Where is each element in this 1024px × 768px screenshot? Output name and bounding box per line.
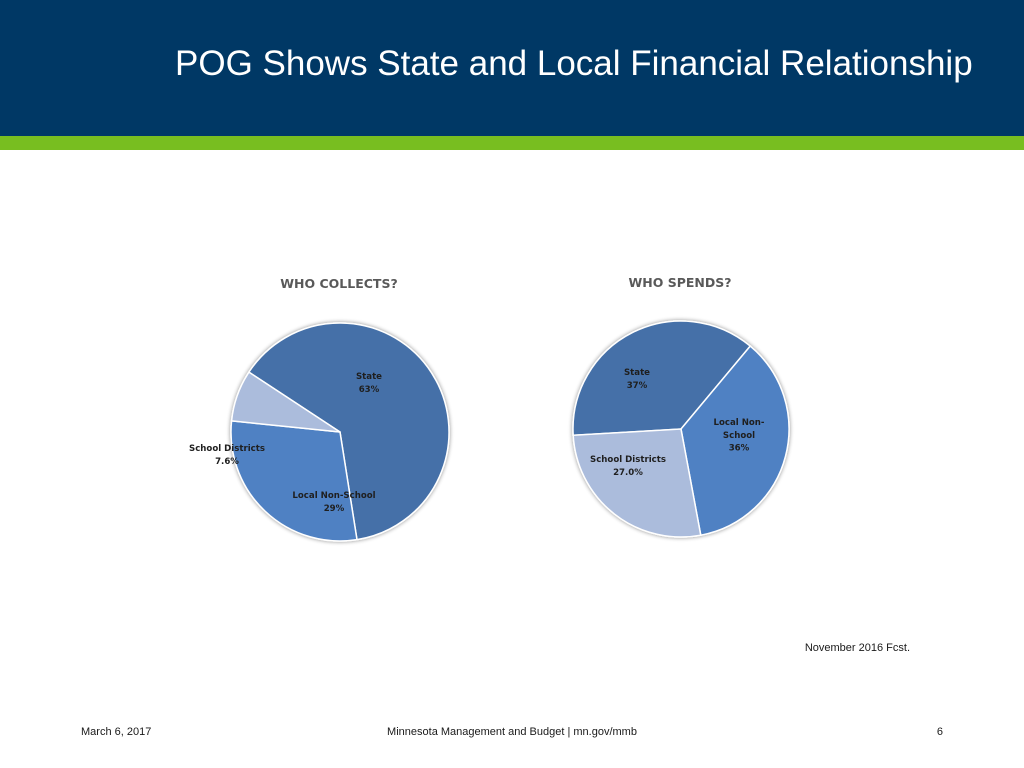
chart-title-who-collects: WHO COLLECTS?	[280, 276, 397, 291]
slide-header: POG Shows State and Local Financial Rela…	[0, 0, 1024, 136]
pie-slice-school-districts	[572, 428, 702, 538]
slice-label-school-districts: School Districts 27.0%	[590, 455, 666, 478]
footer-date: March 6, 2017	[81, 726, 152, 738]
pie-slice-state	[247, 322, 450, 541]
pie-slice-local-non-school	[680, 345, 790, 537]
pie-slice-school-districts	[230, 371, 341, 433]
slice-label-local-non-school: Local Non-School 29%	[292, 491, 375, 514]
slice-label-school-districts: School Districts 7.6%	[189, 444, 265, 467]
pie-1	[572, 320, 790, 538]
page-number: 6	[936, 726, 943, 738]
slide-title: POG Shows State and Local Financial Rela…	[175, 44, 973, 83]
pie-slice-local-non-school	[230, 420, 358, 542]
chart-title-who-spends: WHO SPENDS?	[628, 275, 731, 290]
footer-org: Minnesota Management and Budget | mn.gov…	[387, 726, 637, 738]
slice-label-state: State 63%	[356, 372, 382, 395]
pie-slice-state	[572, 320, 752, 437]
forecast-note: November 2016 Fcst.	[804, 642, 910, 654]
accent-bar	[0, 136, 1024, 150]
pie-0	[230, 322, 450, 542]
slice-label-state: State 37%	[624, 368, 650, 391]
slice-label-local-non-school: Local Non-School 36%	[714, 418, 765, 454]
